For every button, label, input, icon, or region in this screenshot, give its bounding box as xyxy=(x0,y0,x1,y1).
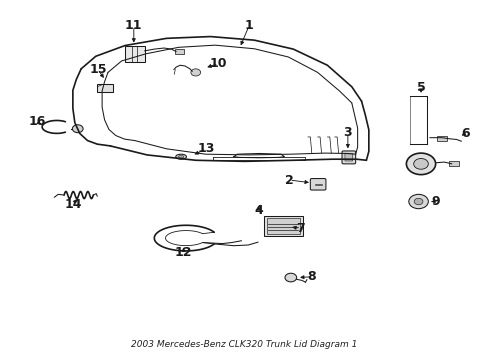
Text: 10: 10 xyxy=(209,57,227,70)
Circle shape xyxy=(72,125,83,133)
Ellipse shape xyxy=(178,156,183,158)
Text: 12: 12 xyxy=(174,246,192,259)
Text: 3: 3 xyxy=(343,126,351,139)
Circle shape xyxy=(413,158,427,169)
Text: 4: 4 xyxy=(254,204,263,217)
Text: 9: 9 xyxy=(430,195,439,208)
Text: 16: 16 xyxy=(28,116,46,129)
Circle shape xyxy=(285,273,296,282)
Text: 2003 Mercedes-Benz CLK320 Trunk Lid Diagram 1: 2003 Mercedes-Benz CLK320 Trunk Lid Diag… xyxy=(131,339,357,348)
FancyBboxPatch shape xyxy=(97,84,113,92)
Circle shape xyxy=(413,198,422,205)
Text: 15: 15 xyxy=(89,63,107,76)
FancyBboxPatch shape xyxy=(175,49,183,54)
FancyBboxPatch shape xyxy=(448,161,458,166)
FancyBboxPatch shape xyxy=(436,136,446,141)
Text: 8: 8 xyxy=(307,270,315,283)
FancyBboxPatch shape xyxy=(341,151,355,164)
Text: 14: 14 xyxy=(64,198,81,211)
Text: 11: 11 xyxy=(125,19,142,32)
Text: 13: 13 xyxy=(197,142,215,155)
Circle shape xyxy=(406,153,435,175)
Circle shape xyxy=(408,194,427,209)
Text: 1: 1 xyxy=(244,19,253,32)
FancyBboxPatch shape xyxy=(310,179,325,190)
Text: 5: 5 xyxy=(416,81,425,94)
FancyBboxPatch shape xyxy=(125,45,144,62)
Circle shape xyxy=(190,69,200,76)
Text: 7: 7 xyxy=(295,222,304,235)
Text: 6: 6 xyxy=(460,127,469,140)
FancyBboxPatch shape xyxy=(266,218,300,234)
FancyBboxPatch shape xyxy=(344,154,352,161)
Ellipse shape xyxy=(175,154,186,159)
FancyBboxPatch shape xyxy=(264,216,303,235)
Text: 2: 2 xyxy=(285,174,293,186)
